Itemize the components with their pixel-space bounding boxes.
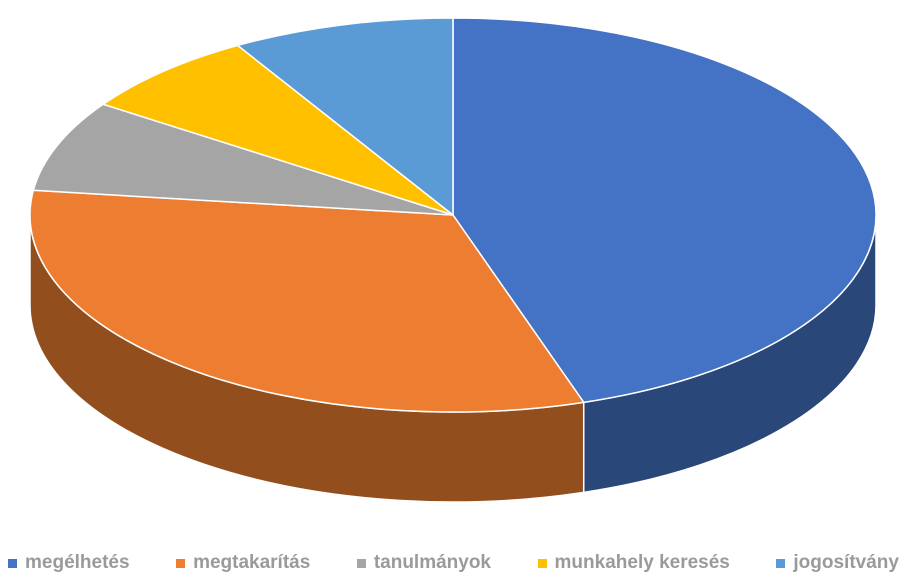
legend-swatch — [776, 558, 786, 568]
legend-item-tanulmanyok[interactable]: tanulmányok — [356, 552, 492, 574]
pie-chart — [29, 17, 877, 503]
legend-label: megtakarítás — [193, 552, 311, 573]
legend-item-jogositvany[interactable]: jogosítvány — [776, 552, 899, 574]
legend-swatch — [356, 558, 366, 568]
legend-label: jogosítvány — [793, 552, 899, 573]
pie-tops — [29, 17, 877, 413]
legend-label: megélhetés — [25, 552, 130, 573]
legend-item-munkahely-kereses[interactable]: munkahely keresés — [537, 552, 730, 574]
pie-chart-svg — [29, 17, 877, 503]
legend: megélhetés megtakarítás tanulmányok munk… — [0, 548, 907, 578]
pie-slice-jogositvany[interactable] — [236, 17, 454, 216]
legend-item-megelhetes[interactable]: megélhetés — [8, 552, 130, 574]
pie-slice-megelhetes[interactable] — [452, 17, 877, 404]
legend-item-megtakaritas[interactable]: megtakarítás — [176, 552, 310, 574]
legend-label: tanulmányok — [373, 552, 492, 573]
pie-slice-tanulmanyok[interactable] — [32, 103, 454, 216]
pie-slice-megtakaritas[interactable] — [29, 189, 585, 413]
legend-label: munkahely keresés — [554, 552, 730, 573]
pie-slice-munkahely-kereses[interactable] — [102, 44, 454, 216]
legend-swatch — [8, 558, 17, 568]
legend-swatch — [537, 558, 547, 568]
legend-swatch — [176, 558, 186, 568]
